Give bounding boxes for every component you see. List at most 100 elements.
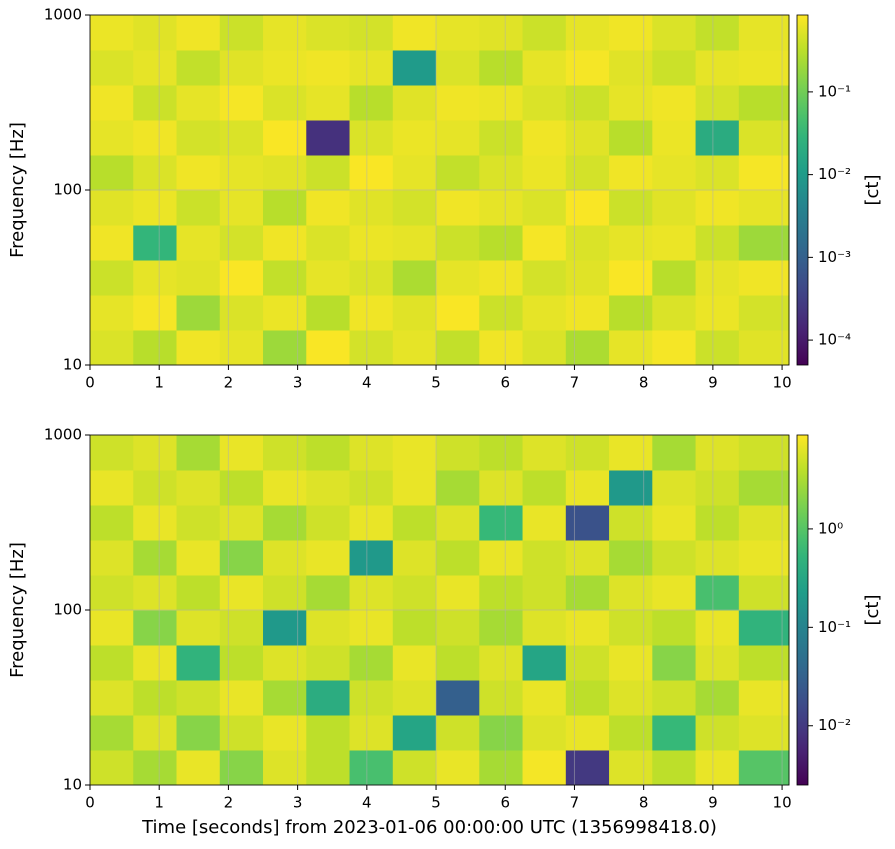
heatmap-cell xyxy=(133,154,178,191)
heatmap-cell xyxy=(738,260,790,296)
heatmap-cell xyxy=(349,224,394,261)
heatmap-cell xyxy=(219,15,264,51)
heatmap-cell xyxy=(522,294,567,331)
heatmap-cell xyxy=(436,85,480,121)
heatmap-cell xyxy=(522,154,567,191)
heatmap-cell xyxy=(609,15,653,51)
heatmap-cell xyxy=(652,714,697,751)
heatmap-cell xyxy=(652,539,697,576)
heatmap-cell xyxy=(436,49,480,86)
heatmap-cell xyxy=(133,714,178,751)
heatmap-cell xyxy=(219,505,264,541)
heatmap-cell xyxy=(176,15,221,51)
heatmap-cell xyxy=(263,260,307,296)
heatmap-cell xyxy=(306,610,351,646)
heatmap-cell xyxy=(306,119,351,156)
heatmap-cell xyxy=(479,749,524,786)
heatmap-cell xyxy=(436,574,480,611)
heatmap-cell xyxy=(522,260,567,296)
heatmap-cell xyxy=(609,714,653,751)
heatmap-cell xyxy=(392,574,437,611)
heatmap-cell xyxy=(176,505,221,541)
heatmap-cell xyxy=(219,644,264,681)
heatmap-cell xyxy=(349,680,394,716)
heatmap-cell xyxy=(522,749,567,786)
heatmap-cell xyxy=(479,610,524,646)
x-tick-label: 5 xyxy=(431,794,441,812)
heatmap-cell xyxy=(306,469,351,506)
heatmap-cell xyxy=(479,119,524,156)
heatmap-cell xyxy=(479,260,524,296)
heatmap-cell xyxy=(652,154,697,191)
heatmap-cell xyxy=(609,190,653,226)
heatmap-cell xyxy=(738,435,790,471)
heatmap-cell xyxy=(306,224,351,261)
heatmap-cell xyxy=(565,260,610,296)
heatmap-cell xyxy=(392,329,437,366)
heatmap-cell xyxy=(479,49,524,86)
heatmap-cell xyxy=(695,190,740,226)
x-tick-label: 4 xyxy=(362,794,372,812)
heatmap-cell xyxy=(349,260,394,296)
heatmap-cell xyxy=(176,610,221,646)
heatmap-cell xyxy=(176,49,221,86)
heatmap-cell xyxy=(392,190,437,226)
heatmap-cell xyxy=(392,294,437,331)
colorbar-tick-label: 10⁻¹ xyxy=(818,82,851,100)
heatmap-cell xyxy=(392,15,437,51)
heatmap-cell xyxy=(652,610,697,646)
heatmap-cell xyxy=(522,539,567,576)
x-tick-label: 7 xyxy=(570,794,580,812)
heatmap-cell xyxy=(306,190,351,226)
heatmap-cell xyxy=(133,680,178,716)
heatmap-cell xyxy=(479,190,524,226)
heatmap-cell xyxy=(609,294,653,331)
heatmap-cell xyxy=(392,469,437,506)
y-tick-label: 10 xyxy=(63,776,82,794)
heatmap-cell xyxy=(652,260,697,296)
heatmap-cell xyxy=(349,505,394,541)
heatmap-cell xyxy=(219,610,264,646)
x-tick-label: 6 xyxy=(500,374,510,392)
heatmap-cell xyxy=(479,15,524,51)
heatmap-cell xyxy=(306,154,351,191)
heatmap-cell xyxy=(392,85,437,121)
heatmap-cell xyxy=(133,505,178,541)
heatmap-cell xyxy=(695,119,740,156)
heatmap-cell xyxy=(738,644,790,681)
heatmap-cell xyxy=(738,85,790,121)
heatmap-cell xyxy=(306,85,351,121)
heatmap-cell xyxy=(176,644,221,681)
x-tick-label: 4 xyxy=(362,374,372,392)
heatmap-cell xyxy=(90,714,134,751)
heatmap-cell xyxy=(133,190,178,226)
heatmap-cell xyxy=(609,154,653,191)
heatmap-cell xyxy=(133,15,178,51)
heatmap-cell xyxy=(652,749,697,786)
x-tick-label: 5 xyxy=(431,374,441,392)
heatmap-cell xyxy=(436,154,480,191)
heatmap-cell xyxy=(263,539,307,576)
heatmap-cell xyxy=(565,294,610,331)
heatmap-cell xyxy=(176,260,221,296)
heatmap-cell xyxy=(133,294,178,331)
heatmap-cell xyxy=(565,680,610,716)
heatmap-cell xyxy=(695,49,740,86)
heatmap-cell xyxy=(133,749,178,786)
heatmap-cell xyxy=(219,154,264,191)
x-tick-label: 9 xyxy=(708,374,718,392)
heatmap-cell xyxy=(263,610,307,646)
heatmap-cell xyxy=(263,435,307,471)
heatmap-cell xyxy=(738,190,790,226)
heatmap-cell xyxy=(565,714,610,751)
heatmap-cell xyxy=(90,329,134,366)
heatmap-cell xyxy=(695,574,740,611)
heatmap-cell xyxy=(349,644,394,681)
heatmap-cell xyxy=(349,749,394,786)
heatmap-cell xyxy=(695,154,740,191)
heatmap-cell xyxy=(609,610,653,646)
heatmap-cell xyxy=(609,49,653,86)
heatmap-cell xyxy=(392,539,437,576)
heatmap-cell xyxy=(479,85,524,121)
heatmap-cell xyxy=(652,469,697,506)
